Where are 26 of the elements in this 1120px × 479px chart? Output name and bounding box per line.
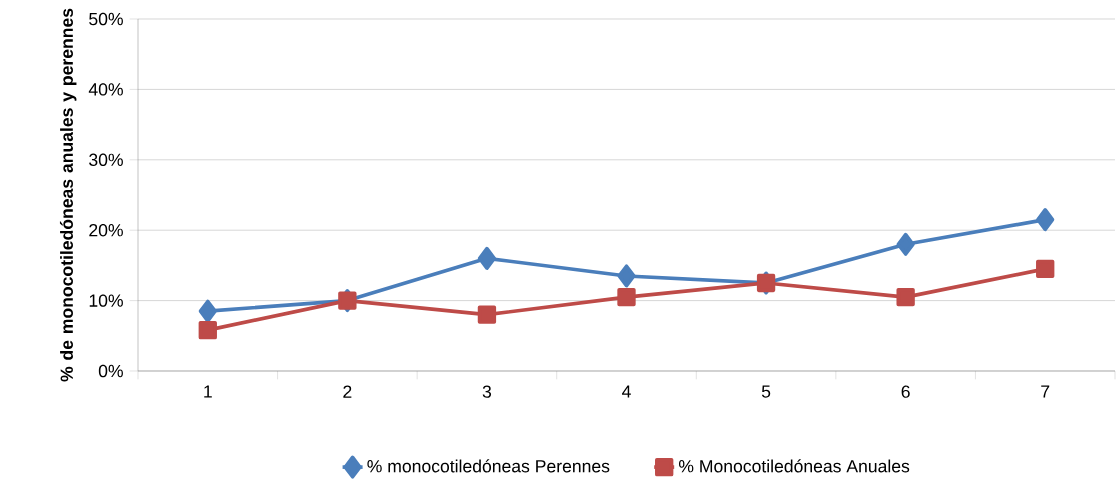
- x-tick-label: 2: [343, 385, 352, 398]
- y-tick-label: 50%: [89, 12, 123, 26]
- legend-label: % Monocotiledóneas Anuales: [678, 459, 910, 473]
- y-tick-label: 10%: [89, 294, 123, 307]
- x-tick-label: 6: [901, 385, 910, 398]
- y-tick-label: 0%: [98, 364, 123, 378]
- point: [617, 264, 636, 288]
- y-tick-label: 40%: [88, 83, 123, 96]
- point: [477, 246, 497, 270]
- y-tick-label: 20%: [89, 223, 123, 237]
- y-axis-title: % de monocotiledóneas anuales y perennes: [59, 8, 77, 382]
- point: [1036, 259, 1055, 279]
- x-tick-label: 3: [482, 385, 492, 398]
- point: [617, 287, 636, 307]
- point: [198, 299, 217, 323]
- point: [1036, 208, 1055, 232]
- point: [896, 232, 915, 256]
- point: [477, 305, 497, 324]
- x-tick-label: 5: [761, 385, 771, 398]
- x-tick-label: 1: [204, 385, 212, 398]
- x-tick-label: 4: [622, 385, 631, 398]
- legend-label: % monocotiledóneas Perennes: [367, 459, 610, 473]
- point: [896, 287, 915, 307]
- x-tick-label: 7: [1041, 385, 1050, 398]
- point: [198, 321, 217, 340]
- y-tick-label: 30%: [89, 153, 123, 167]
